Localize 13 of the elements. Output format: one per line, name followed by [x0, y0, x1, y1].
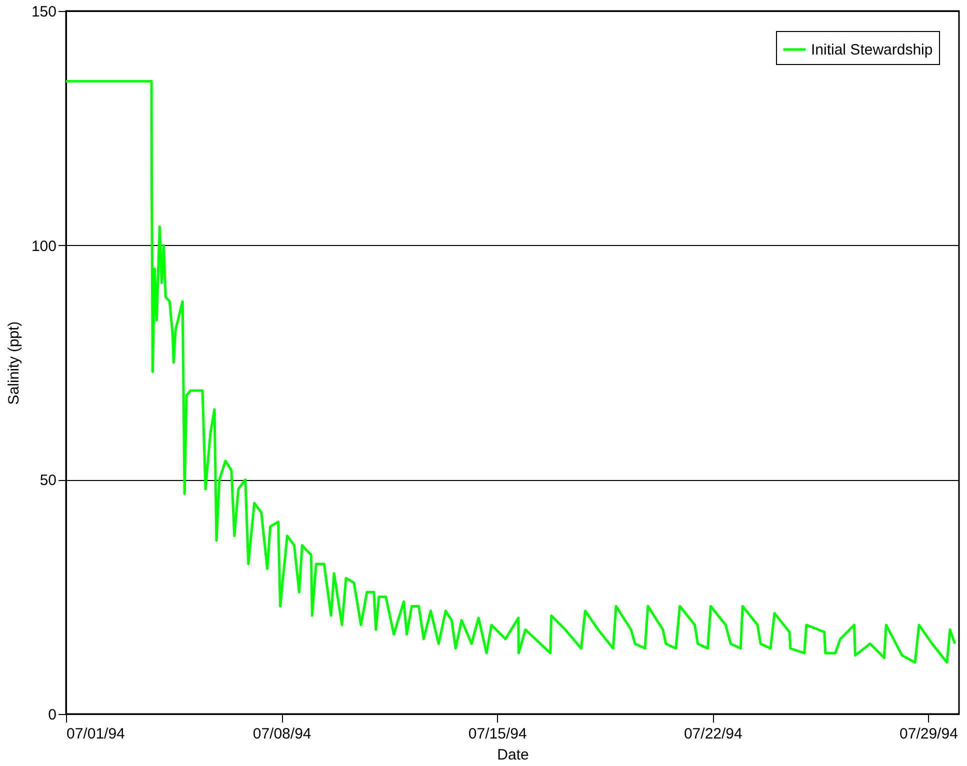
line-series — [64, 80, 956, 664]
x-tick-label: 07/08/94 — [252, 726, 312, 742]
y-tick-label: 50 — [40, 472, 56, 490]
x-tick-label: 07/22/94 — [684, 726, 742, 742]
legend-label: Initial Stewardship — [811, 42, 933, 58]
x-axis-title: Date — [497, 746, 529, 764]
y-tick-label: 0 — [48, 706, 56, 724]
x-tick-label: 07/29/94 — [900, 726, 958, 742]
x-tick-label: 07/01/94 — [66, 726, 125, 742]
y-tick-label: 100 — [31, 238, 56, 255]
y-axis-title: Salinity (ppt) — [5, 321, 22, 405]
y-tick-label: 150 — [31, 4, 56, 20]
x-tick-label: 07/15/94 — [468, 726, 527, 742]
